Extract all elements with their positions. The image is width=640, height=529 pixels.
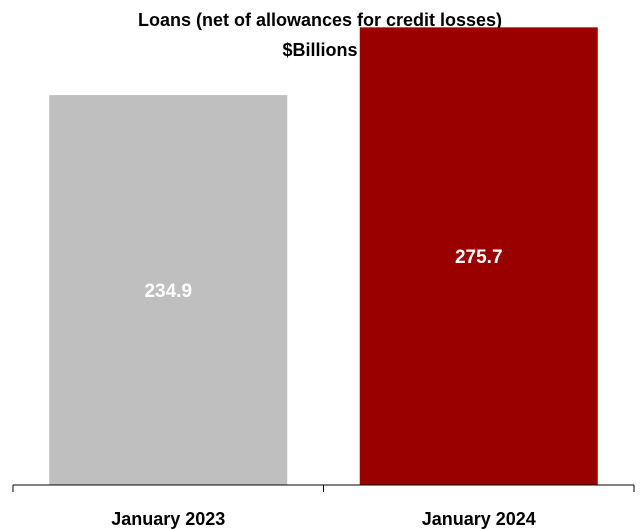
chart-title: Loans (net of allowances for credit loss… [137, 10, 503, 30]
chart-subtitle: $Billions [282, 40, 358, 60]
bar-1 [49, 95, 288, 485]
category-label-2: January 2024 [422, 509, 536, 529]
data-label-2: 275.7 [455, 247, 503, 268]
category-label-1: January 2023 [111, 509, 225, 529]
data-label-1: 234.9 [144, 281, 192, 302]
bar-2 [359, 27, 598, 485]
